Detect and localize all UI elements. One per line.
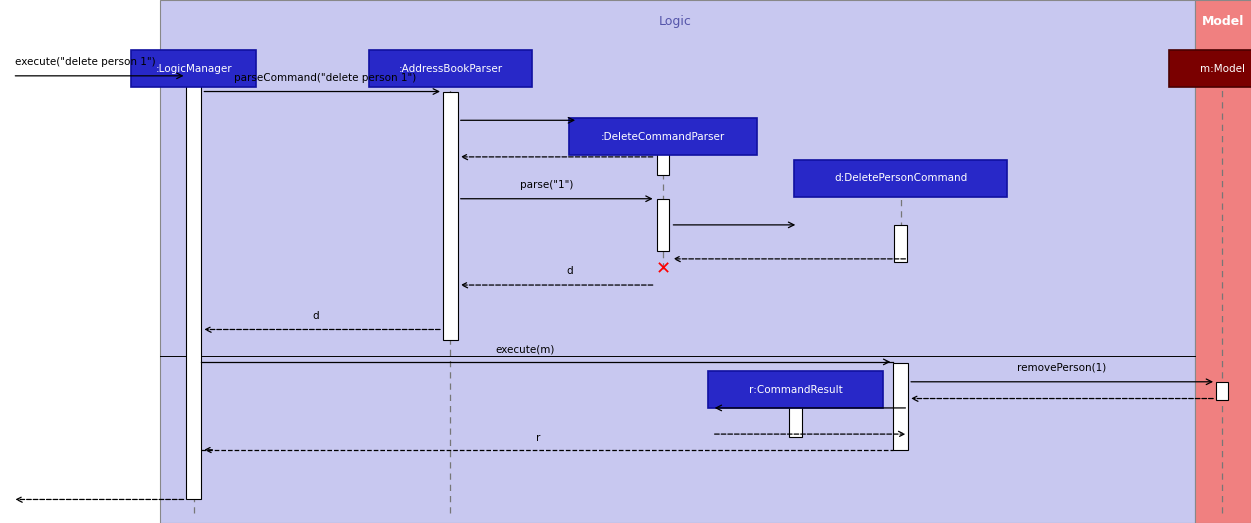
Bar: [160, 0, 1195, 523]
Text: d: d: [311, 311, 319, 321]
FancyBboxPatch shape: [1168, 50, 1251, 87]
Text: parseCommand("delete person 1"): parseCommand("delete person 1"): [234, 73, 417, 83]
Text: parse("1"): parse("1"): [520, 180, 573, 190]
Text: r: r: [535, 433, 540, 443]
FancyBboxPatch shape: [708, 371, 883, 408]
Text: Logic: Logic: [659, 15, 692, 28]
Bar: [893, 363, 908, 450]
Text: :AddressBookParser: :AddressBookParser: [398, 63, 503, 74]
Bar: [443, 92, 458, 340]
Text: execute(m): execute(m): [495, 344, 555, 354]
Bar: [0, 0, 160, 523]
Text: d: d: [565, 266, 573, 276]
Bar: [894, 225, 907, 262]
FancyBboxPatch shape: [131, 50, 256, 87]
FancyBboxPatch shape: [794, 160, 1007, 197]
Bar: [1195, 0, 1251, 523]
Text: removePerson(1): removePerson(1): [1017, 363, 1107, 373]
Text: ✕: ✕: [656, 260, 671, 278]
FancyBboxPatch shape: [369, 50, 532, 87]
Text: d:DeletePersonCommand: d:DeletePersonCommand: [834, 173, 967, 184]
Text: :LogicManager: :LogicManager: [155, 63, 233, 74]
Bar: [186, 76, 201, 499]
Bar: [1216, 382, 1228, 400]
Bar: [789, 405, 802, 437]
Text: r:CommandResult: r:CommandResult: [749, 384, 842, 395]
Bar: [657, 199, 669, 251]
FancyBboxPatch shape: [569, 118, 757, 155]
Text: Model: Model: [1202, 15, 1243, 28]
Text: m:Model: m:Model: [1200, 63, 1245, 74]
Text: execute("delete person 1"): execute("delete person 1"): [15, 57, 155, 67]
Bar: [657, 133, 669, 175]
Text: :DeleteCommandParser: :DeleteCommandParser: [600, 131, 726, 142]
